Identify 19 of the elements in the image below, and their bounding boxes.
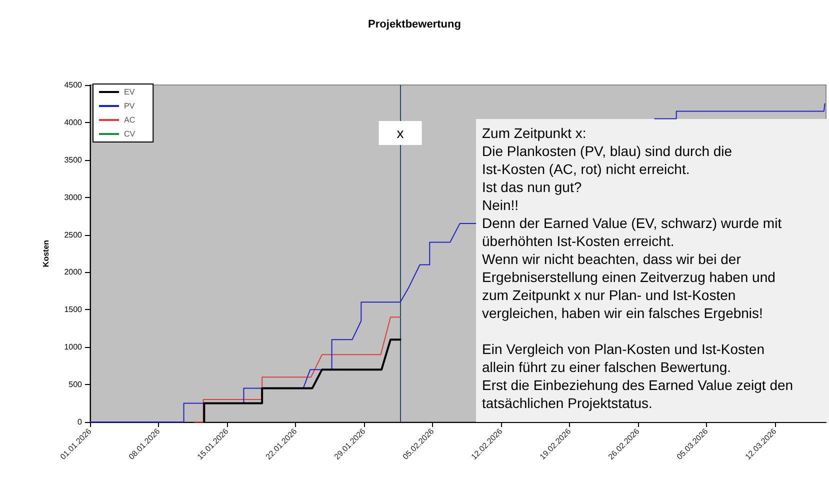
legend-label: PV xyxy=(124,102,136,110)
y-tick-label: 1000 xyxy=(64,342,83,352)
y-tick-label: 500 xyxy=(68,380,83,390)
legend-label: EV xyxy=(124,88,136,96)
y-tick-label: 4500 xyxy=(64,80,83,90)
y-tick-label: 4000 xyxy=(64,118,83,127)
text: Zum Zeitpunkt x: Die Plankosten (PV, blau) sind durch die Ist-Kosten (AC, rot) nicht erreicht. Ist das nun gut? Nein!! Denn der Earned Value (EV, schwarz) wurde mit überhöhten Ist-Kosten erreicht. Wenn wir nicht beachten, dass wir bei der Ergebniserstellung einen Zeitverzug haben und zum Zeitpunkt x nur Plan- und Ist-Kosten vergleichen, haben wir ein falsches Ergebnis! Ein Vergleich von Plan-Kosten und Ist-Kosten allein führt zu einer falschen Bewertung. Erst die Einbeziehung des Earned Value zeigt den tatsächlichen Projektstatus. xyxy=(482,125,794,411)
legend-label: CV xyxy=(124,130,136,138)
y-axis-title: Kosten xyxy=(42,240,50,268)
chart-title: Projektbewertung xyxy=(368,18,461,30)
y-tick-label: 3500 xyxy=(64,155,83,164)
line-series xyxy=(194,316,401,422)
y-tick-label: 1500 xyxy=(64,305,83,314)
y-tick-label: 0 xyxy=(78,418,83,426)
y-tick-label: 2000 xyxy=(64,268,83,277)
legend-label: AC xyxy=(124,116,136,124)
y-tick-label: 2500 xyxy=(64,230,83,240)
ref-line-label: x xyxy=(396,125,404,141)
y-tick-label: 3000 xyxy=(64,192,83,202)
